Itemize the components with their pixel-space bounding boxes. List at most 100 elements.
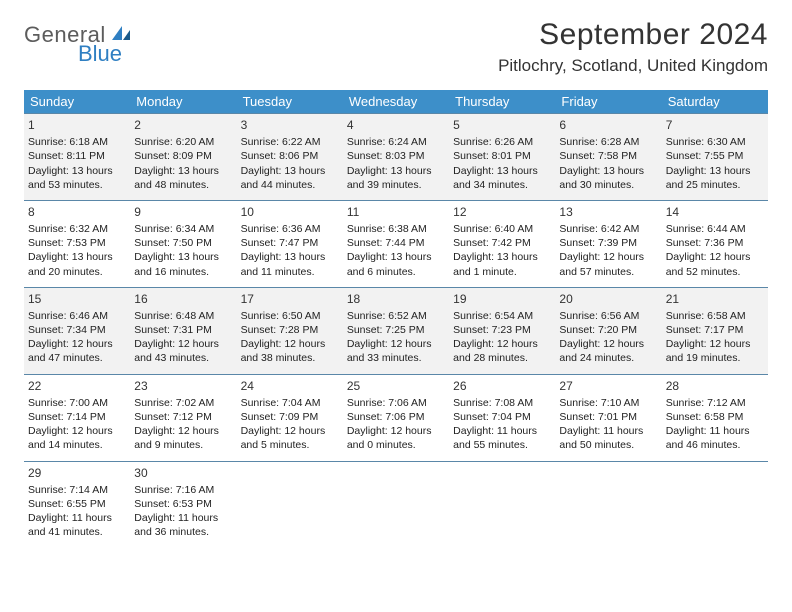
day-number: 10 [241,204,339,220]
calendar-cell-empty [343,461,449,548]
daylight-line: Daylight: 11 hours and 50 minutes. [559,424,657,452]
sunrise-line: Sunrise: 6:32 AM [28,222,126,236]
sunset-line: Sunset: 7:58 PM [559,149,657,163]
calendar-cell: 22Sunrise: 7:00 AMSunset: 7:14 PMDayligh… [24,374,130,461]
calendar-cell: 9Sunrise: 6:34 AMSunset: 7:50 PMDaylight… [130,200,236,287]
sunrise-line: Sunrise: 7:12 AM [666,396,764,410]
daylight-line: Daylight: 13 hours and 11 minutes. [241,250,339,278]
calendar-cell: 21Sunrise: 6:58 AMSunset: 7:17 PMDayligh… [662,287,768,374]
calendar-cell-empty [555,461,661,548]
header: General Blue September 2024 Pitlochry, S… [24,18,768,76]
daylight-line: Daylight: 11 hours and 55 minutes. [453,424,551,452]
calendar-cell: 6Sunrise: 6:28 AMSunset: 7:58 PMDaylight… [555,113,661,200]
sunset-line: Sunset: 8:11 PM [28,149,126,163]
daylight-line: Daylight: 13 hours and 16 minutes. [134,250,232,278]
calendar-cell: 19Sunrise: 6:54 AMSunset: 7:23 PMDayligh… [449,287,555,374]
daylight-line: Daylight: 12 hours and 33 minutes. [347,337,445,365]
daylight-line: Daylight: 13 hours and 34 minutes. [453,164,551,192]
calendar-cell: 27Sunrise: 7:10 AMSunset: 7:01 PMDayligh… [555,374,661,461]
day-header: Friday [555,90,661,113]
sunset-line: Sunset: 7:34 PM [28,323,126,337]
day-number: 13 [559,204,657,220]
daylight-line: Daylight: 13 hours and 53 minutes. [28,164,126,192]
sunrise-line: Sunrise: 6:48 AM [134,309,232,323]
sunset-line: Sunset: 7:55 PM [666,149,764,163]
sunset-line: Sunset: 8:06 PM [241,149,339,163]
sunset-line: Sunset: 7:53 PM [28,236,126,250]
day-number: 11 [347,204,445,220]
calendar-cell-empty [237,461,343,548]
calendar-cell: 11 Sunrise: 6:38 AMSunset: 7:44 PMDayligh… [343,200,449,287]
daylight-line: Daylight: 13 hours and 25 minutes. [666,164,764,192]
calendar-cell: 8Sunrise: 6:32 AMSunset: 7:53 PMDaylight… [24,200,130,287]
day-header: Thursday [449,90,555,113]
day-number: 17 [241,291,339,307]
day-number: 16 [134,291,232,307]
day-number: 9 [134,204,232,220]
calendar-cell: 1Sunrise: 6:18 AMSunset: 8:11 PMDaylight… [24,113,130,200]
sunrise-line: Sunrise: 6:38 AM [347,222,445,236]
daylight-line: Daylight: 12 hours and 52 minutes. [666,250,764,278]
sunset-line: Sunset: 7:25 PM [347,323,445,337]
day-header: Wednesday [343,90,449,113]
day-number: 20 [559,291,657,307]
daylight-line: Daylight: 12 hours and 5 minutes. [241,424,339,452]
sunset-line: Sunset: 7:44 PM [347,236,445,250]
sunset-line: Sunset: 7:12 PM [134,410,232,424]
logo-text-block: General Blue [24,24,132,65]
daylight-line: Daylight: 13 hours and 1 minute. [453,250,551,278]
daylight-line: Daylight: 11 hours and 46 minutes. [666,424,764,452]
day-number: 5 [453,117,551,133]
sunrise-line: Sunrise: 7:00 AM [28,396,126,410]
calendar-cell-empty [662,461,768,548]
sunrise-line: Sunrise: 6:40 AM [453,222,551,236]
calendar-cell: 7Sunrise: 6:30 AMSunset: 7:55 PMDaylight… [662,113,768,200]
day-number: 18 [347,291,445,307]
sunset-line: Sunset: 7:20 PM [559,323,657,337]
sunset-line: Sunset: 7:06 PM [347,410,445,424]
day-header: Saturday [662,90,768,113]
daylight-line: Daylight: 13 hours and 39 minutes. [347,164,445,192]
month-title: September 2024 [498,18,768,52]
sunset-line: Sunset: 8:09 PM [134,149,232,163]
calendar-cell: 18 Sunrise: 6:52 AMSunset: 7:25 PMDayligh… [343,287,449,374]
sunrise-line: Sunrise: 6:18 AM [28,135,126,149]
daylight-line: Daylight: 12 hours and 28 minutes. [453,337,551,365]
sunset-line: Sunset: 7:39 PM [559,236,657,250]
daylight-line: Daylight: 13 hours and 6 minutes. [347,250,445,278]
daylight-line: Daylight: 11 hours and 41 minutes. [28,511,126,539]
sunrise-line: Sunrise: 7:02 AM [134,396,232,410]
sunset-line: Sunset: 7:36 PM [666,236,764,250]
calendar-cell: 30Sunrise: 7:16 AMSunset: 6:53 PMDayligh… [130,461,236,548]
calendar-cell: 15Sunrise: 6:46 AMSunset: 7:34 PMDayligh… [24,287,130,374]
daylight-line: Daylight: 11 hours and 36 minutes. [134,511,232,539]
title-block: September 2024 Pitlochry, Scotland, Unit… [498,18,768,76]
sunset-line: Sunset: 7:23 PM [453,323,551,337]
day-number: 29 [28,465,126,481]
daylight-line: Daylight: 12 hours and 57 minutes. [559,250,657,278]
sunrise-line: Sunrise: 7:16 AM [134,483,232,497]
sunrise-line: Sunrise: 6:52 AM [347,309,445,323]
day-number: 8 [28,204,126,220]
calendar-cell-empty [449,461,555,548]
sunset-line: Sunset: 7:50 PM [134,236,232,250]
calendar-cell: 16Sunrise: 6:48 AMSunset: 7:31 PMDayligh… [130,287,236,374]
day-header: Monday [130,90,236,113]
day-number: 12 [453,204,551,220]
calendar-cell: 12Sunrise: 6:40 AMSunset: 7:42 PMDayligh… [449,200,555,287]
day-number: 23 [134,378,232,394]
sunrise-line: Sunrise: 6:28 AM [559,135,657,149]
day-number: 27 [559,378,657,394]
daylight-line: Daylight: 12 hours and 0 minutes. [347,424,445,452]
sunset-line: Sunset: 8:01 PM [453,149,551,163]
daylight-line: Daylight: 12 hours and 24 minutes. [559,337,657,365]
calendar-cell: 17Sunrise: 6:50 AMSunset: 7:28 PMDayligh… [237,287,343,374]
sunrise-line: Sunrise: 7:14 AM [28,483,126,497]
calendar-cell: 4Sunrise: 6:24 AMSunset: 8:03 PMDaylight… [343,113,449,200]
calendar-cell: 14Sunrise: 6:44 AMSunset: 7:36 PMDayligh… [662,200,768,287]
sunrise-line: Sunrise: 6:42 AM [559,222,657,236]
calendar-cell: 3Sunrise: 6:22 AMSunset: 8:06 PMDaylight… [237,113,343,200]
daylight-line: Daylight: 13 hours and 48 minutes. [134,164,232,192]
calendar-cell: 24Sunrise: 7:04 AMSunset: 7:09 PMDayligh… [237,374,343,461]
sunrise-line: Sunrise: 6:22 AM [241,135,339,149]
